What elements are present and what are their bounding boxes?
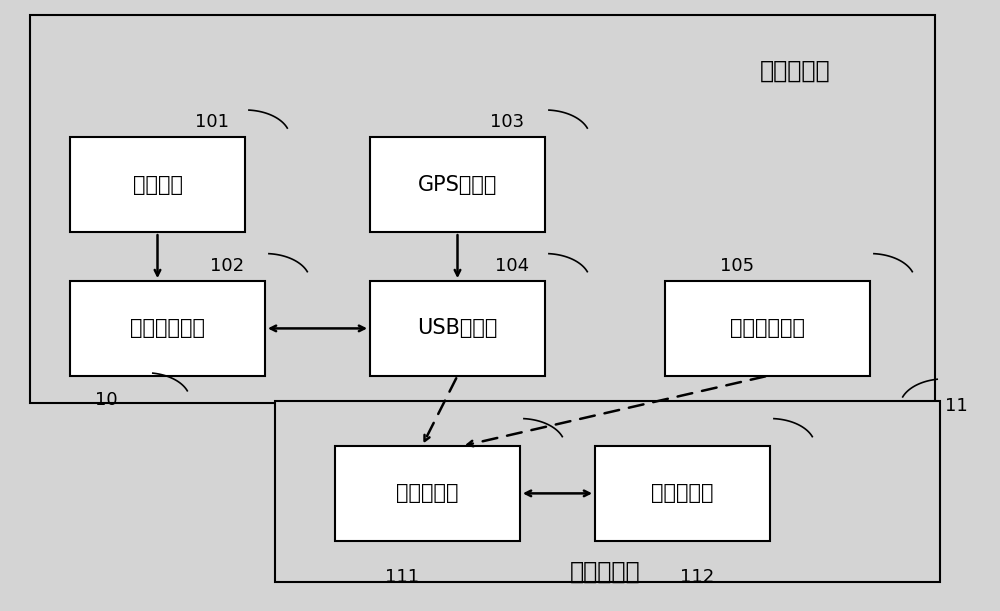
Text: 105: 105 bbox=[720, 257, 754, 275]
FancyBboxPatch shape bbox=[595, 446, 770, 541]
Bar bbox=[30, 15, 935, 403]
Text: 姿轨控计算机: 姿轨控计算机 bbox=[130, 318, 205, 338]
Text: 激光测距系统: 激光测距系统 bbox=[730, 318, 805, 338]
Text: 111: 111 bbox=[385, 568, 419, 587]
FancyBboxPatch shape bbox=[370, 137, 545, 232]
Bar bbox=[275, 401, 940, 582]
Text: 地面子系统: 地面子系统 bbox=[570, 559, 640, 584]
Text: USB应答机: USB应答机 bbox=[417, 318, 498, 338]
Text: 第一计算机: 第一计算机 bbox=[651, 483, 714, 503]
Text: 112: 112 bbox=[680, 568, 714, 587]
FancyBboxPatch shape bbox=[70, 137, 245, 232]
Text: 惯性器件: 惯性器件 bbox=[132, 175, 182, 195]
FancyBboxPatch shape bbox=[370, 281, 545, 376]
Text: 103: 103 bbox=[490, 113, 524, 131]
Text: 星上子系统: 星上子系统 bbox=[760, 58, 830, 82]
Text: 地面测距站: 地面测距站 bbox=[396, 483, 459, 503]
Text: 102: 102 bbox=[210, 257, 244, 275]
Text: 104: 104 bbox=[495, 257, 529, 275]
Text: GPS接收机: GPS接收机 bbox=[418, 175, 497, 195]
FancyBboxPatch shape bbox=[335, 446, 520, 541]
Text: 10: 10 bbox=[95, 391, 118, 409]
Text: 11: 11 bbox=[945, 397, 968, 415]
Text: 101: 101 bbox=[195, 113, 229, 131]
FancyBboxPatch shape bbox=[70, 281, 265, 376]
FancyBboxPatch shape bbox=[665, 281, 870, 376]
